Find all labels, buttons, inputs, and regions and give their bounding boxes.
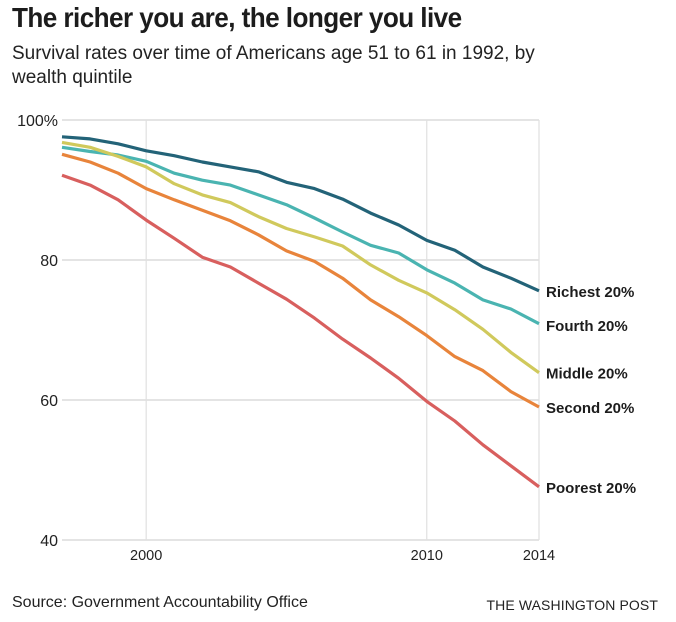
series-label-richest: Richest 20% (546, 284, 634, 301)
chart-subtitle: Survival rates over time of Americans ag… (12, 43, 535, 88)
chart-title: The richer you are, the longer you live (12, 2, 462, 33)
series-label-poorest: Poorest 20% (546, 480, 636, 497)
x-tick-label: 2000 (130, 548, 162, 564)
series-line-middle (61, 140, 540, 374)
series-lines (61, 135, 540, 489)
series-label-fourth: Fourth 20% (546, 318, 628, 335)
y-tick-label: 40 (40, 533, 58, 550)
series-label-second: Second 20% (546, 400, 634, 417)
source-note: Source: Government Accountability Office (12, 594, 308, 611)
y-tick-label: 80 (40, 253, 58, 270)
gridlines (62, 119, 540, 541)
series-line-poorest (61, 173, 540, 489)
y-tick-label: 60 (40, 393, 58, 410)
x-axis: 2000 2010 2014 (130, 548, 555, 564)
y-axis: 100% 80 60 40 (17, 113, 58, 550)
series-label-middle: Middle 20% (546, 366, 628, 383)
x-tick-label: 2010 (411, 548, 443, 564)
series-line-richest (61, 135, 540, 293)
series-line-fourth (61, 145, 540, 326)
y-tick-label: 100% (17, 113, 58, 130)
publisher-credit: THE WASHINGTON POST (486, 597, 658, 613)
x-tick-label: 2014 (523, 548, 555, 564)
series-line-second (61, 152, 540, 409)
series-labels: Richest 20% Fourth 20% Middle 20% Second 20… (546, 284, 636, 497)
